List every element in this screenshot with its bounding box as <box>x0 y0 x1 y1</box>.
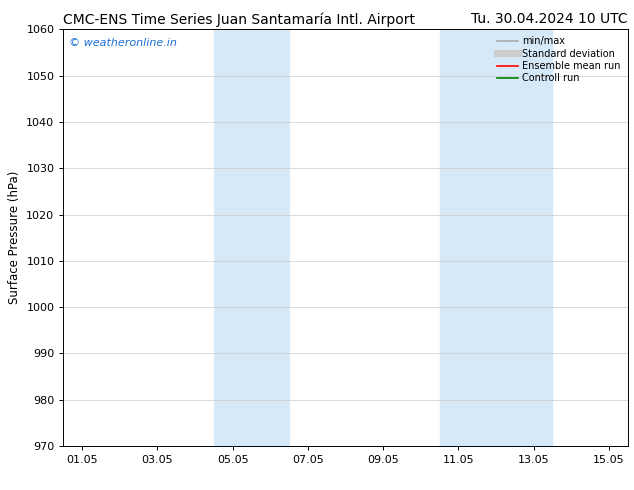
Y-axis label: Surface Pressure (hPa): Surface Pressure (hPa) <box>8 171 21 304</box>
Bar <box>214 29 289 446</box>
Bar <box>439 29 552 446</box>
Text: Tu. 30.04.2024 10 UTC: Tu. 30.04.2024 10 UTC <box>471 12 628 26</box>
Text: CMC-ENS Time Series Juan Santamaría Intl. Airport: CMC-ENS Time Series Juan Santamaría Intl… <box>63 12 415 27</box>
Legend: min/max, Standard deviation, Ensemble mean run, Controll run: min/max, Standard deviation, Ensemble me… <box>495 34 623 85</box>
Text: © weatheronline.in: © weatheronline.in <box>69 38 177 48</box>
